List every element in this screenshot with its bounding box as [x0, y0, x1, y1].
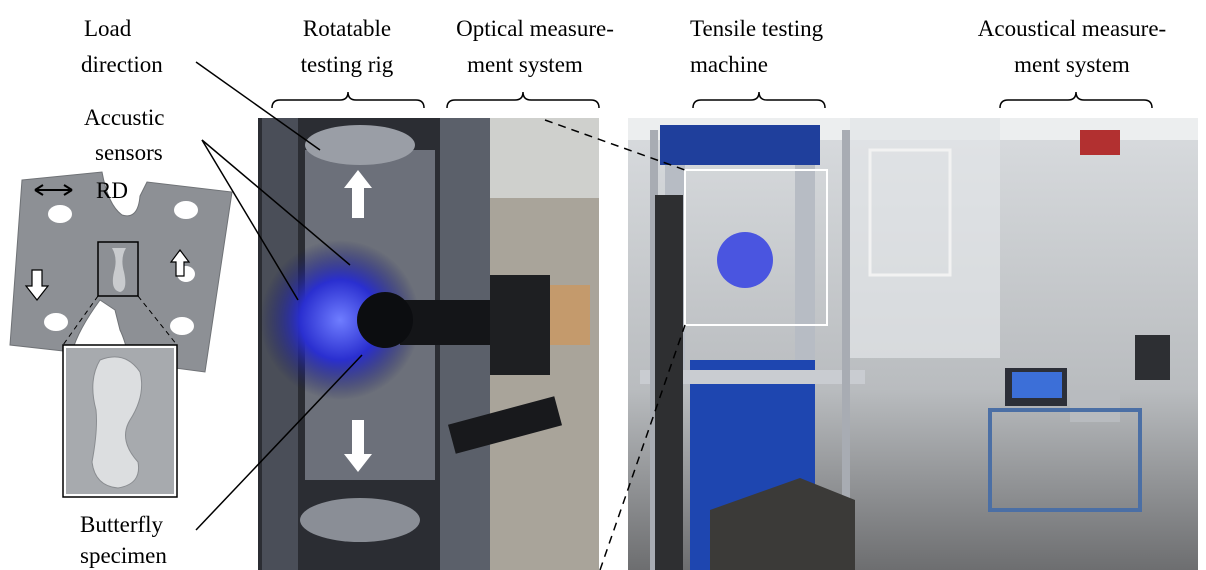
label: sensors	[95, 140, 163, 165]
label: Tensile testing	[690, 16, 824, 41]
label: Butterfly	[80, 512, 164, 537]
machine-photo	[628, 118, 1198, 570]
label: specimen	[80, 543, 167, 568]
label: Acoustical measure-	[978, 16, 1166, 41]
braces	[272, 92, 1152, 108]
label: ment system	[467, 52, 583, 77]
label: RD	[96, 178, 128, 203]
label: Optical measure-	[456, 16, 614, 41]
figure: Load direction Accustic sensors RD Butte…	[0, 0, 1206, 570]
specimen-drawing	[10, 172, 232, 497]
label: testing rig	[301, 52, 394, 77]
label: Accustic	[84, 105, 164, 130]
label: Load	[84, 16, 132, 41]
label: direction	[81, 52, 163, 77]
label: machine	[690, 52, 768, 77]
label: ment system	[1014, 52, 1130, 77]
rig-photo	[258, 118, 599, 570]
label: Rotatable	[303, 16, 391, 41]
